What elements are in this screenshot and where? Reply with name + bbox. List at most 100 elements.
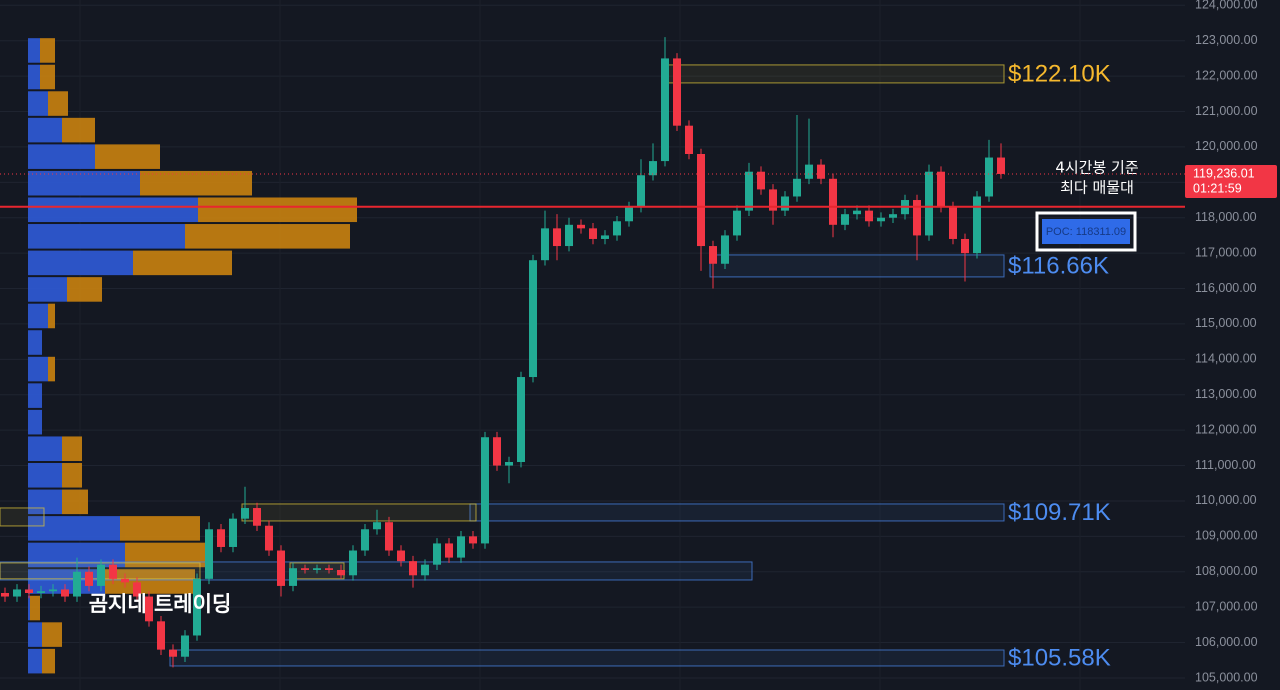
candle-body [37, 591, 45, 593]
candle-body [385, 522, 393, 551]
y-tick-label: 122,000.00 [1195, 68, 1258, 82]
zone-label: $122.10K [1008, 60, 1111, 87]
candle-body [145, 596, 153, 622]
profile-sell-bar [67, 277, 102, 302]
profile-sell-bar [140, 170, 252, 196]
y-tick-label: 121,000.00 [1195, 104, 1258, 118]
profile-buy-bar [28, 303, 48, 329]
candle-body [721, 235, 729, 264]
candle-body [865, 210, 873, 222]
profile-buy-bar [28, 250, 133, 276]
candle-body [265, 525, 273, 551]
candle-body [373, 522, 381, 530]
candle-body [289, 568, 297, 586]
candle-body [877, 217, 885, 222]
profile-buy-bar [28, 91, 48, 116]
profile-sell-bar [105, 569, 195, 594]
profile-sell-bar [48, 356, 55, 382]
candle-body [985, 157, 993, 197]
candle-body [577, 224, 585, 229]
candle-body [25, 589, 33, 593]
zones: $122.10K $116.66K $109.71K $105.58K [0, 60, 1111, 671]
candle-body [565, 224, 573, 247]
candle-body [769, 189, 777, 211]
y-tick-label: 117,000.00 [1195, 245, 1257, 259]
profile-buy-bar [28, 197, 198, 223]
y-tick-label: 123,000.00 [1195, 33, 1258, 47]
y-tick-label: 116,000.00 [1195, 281, 1257, 295]
candle-body [949, 207, 957, 239]
y-tick-label: 108,000.00 [1195, 564, 1258, 578]
candle-body [361, 529, 369, 551]
candle-body [1, 592, 9, 597]
poc-box [1042, 219, 1130, 244]
profile-sell-bar [42, 648, 55, 674]
poc-box-border [1035, 211, 1137, 252]
candle-body [529, 260, 537, 378]
candle-body [697, 154, 705, 247]
candle-body [805, 164, 813, 179]
candle-body [925, 171, 933, 236]
profile-buy-bar [28, 463, 62, 488]
candle-body [973, 196, 981, 254]
candle-body [157, 621, 165, 650]
profile-buy-bar [28, 356, 48, 382]
profile-buy-bar [28, 38, 40, 63]
candle-body [325, 568, 333, 570]
y-tick-label: 114,000.00 [1195, 352, 1257, 366]
candle-body [517, 377, 525, 463]
profile-buy-bar [28, 224, 185, 249]
candle-body [601, 235, 609, 239]
profile-sell-bar [120, 516, 200, 541]
profile-buy-bar [28, 383, 42, 408]
zone [0, 561, 753, 581]
zone-label: $116.66K [1008, 252, 1109, 279]
profile-sell-bar [95, 144, 160, 169]
candle-body [553, 228, 561, 247]
candle-body [913, 200, 921, 236]
candle-body [709, 246, 717, 264]
candle-body [829, 178, 837, 225]
candle-body [637, 175, 645, 208]
y-tick-label: 112,000.00 [1195, 422, 1257, 436]
candle-body [997, 157, 1005, 174]
candle-body [253, 508, 261, 526]
zone-label: $105.58K [1008, 644, 1111, 671]
profile-buy-bar [28, 64, 40, 90]
candle-body [445, 543, 453, 558]
candle-body [349, 550, 357, 576]
profile-buy-bar [28, 622, 42, 647]
candle-body [541, 228, 549, 261]
candle-body [193, 578, 201, 636]
candle-body [205, 529, 213, 579]
candle-body [625, 207, 633, 222]
profile-buy-bar [28, 277, 67, 302]
candle-body [409, 561, 417, 576]
candle-body [673, 58, 681, 126]
profile-sell-bar [48, 91, 68, 116]
candle-body [649, 161, 657, 176]
zone [469, 503, 1005, 522]
candle-body [337, 569, 345, 576]
candle-body [613, 221, 621, 236]
candle-body [181, 635, 189, 657]
candle-body [397, 550, 405, 562]
last-price-box [1185, 164, 1277, 198]
profile-sell-bar [62, 489, 88, 515]
candle-body [589, 228, 597, 239]
candle-body [301, 568, 309, 570]
profile-sell-bar [40, 38, 55, 63]
note-text: 4시간봉 기준 [1055, 159, 1139, 177]
candle-body [757, 171, 765, 190]
profile-sell-bar [42, 622, 62, 647]
candle-body [661, 58, 669, 162]
candle-body [469, 536, 477, 544]
y-tick-label: 111,000.00 [1195, 458, 1256, 472]
candle-body [73, 571, 81, 597]
zone [169, 649, 1005, 667]
candle-body [61, 589, 69, 597]
